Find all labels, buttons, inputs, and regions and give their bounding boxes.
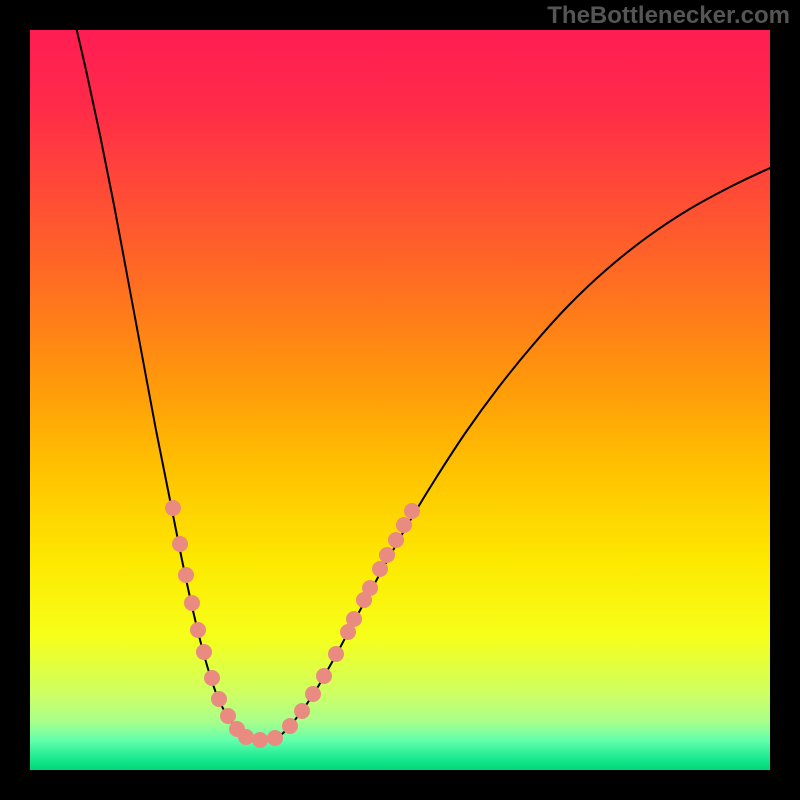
data-marker bbox=[388, 532, 404, 548]
data-marker bbox=[211, 691, 227, 707]
data-marker bbox=[316, 668, 332, 684]
data-marker bbox=[267, 730, 283, 746]
data-marker bbox=[346, 611, 362, 627]
data-marker bbox=[396, 517, 412, 533]
data-marker bbox=[379, 547, 395, 563]
data-marker bbox=[282, 718, 298, 734]
plot-background-gradient bbox=[30, 30, 770, 770]
data-marker bbox=[196, 644, 212, 660]
watermark-text: TheBottlenecker.com bbox=[547, 2, 790, 30]
data-marker bbox=[238, 729, 254, 745]
data-marker bbox=[184, 595, 200, 611]
data-marker bbox=[165, 500, 181, 516]
data-marker bbox=[404, 503, 420, 519]
data-marker bbox=[190, 622, 206, 638]
data-marker bbox=[252, 732, 268, 748]
data-marker bbox=[172, 536, 188, 552]
data-marker bbox=[220, 708, 236, 724]
chart-stage: TheBottlenecker.com bbox=[0, 0, 800, 800]
data-marker bbox=[294, 703, 310, 719]
data-marker bbox=[204, 670, 220, 686]
bottleneck-curve-chart bbox=[0, 0, 800, 800]
data-marker bbox=[328, 646, 344, 662]
data-marker bbox=[372, 561, 388, 577]
data-marker bbox=[362, 580, 378, 596]
data-marker bbox=[305, 686, 321, 702]
data-marker bbox=[178, 567, 194, 583]
